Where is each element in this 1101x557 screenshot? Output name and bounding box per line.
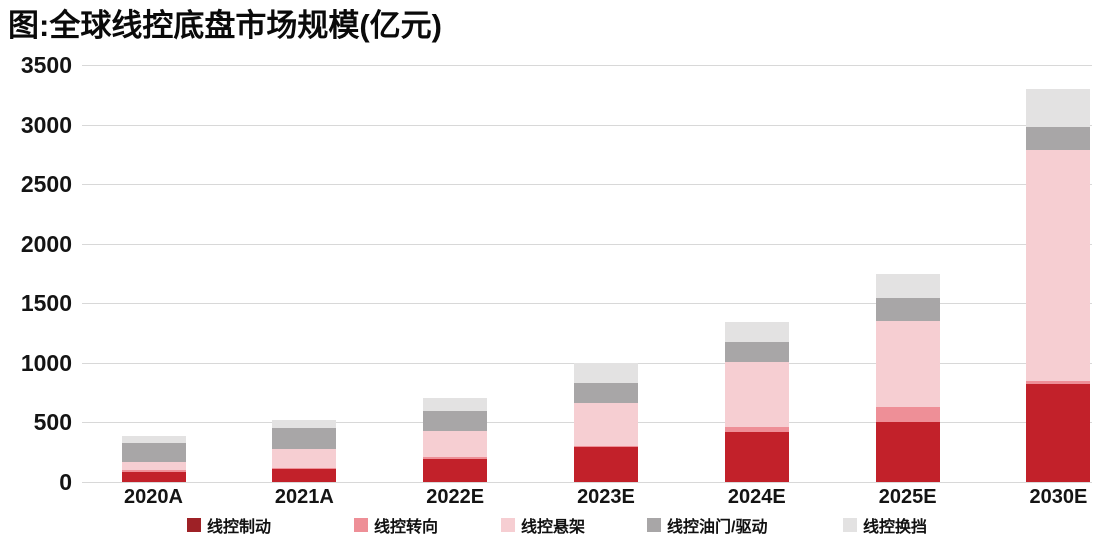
bar-segment [272, 427, 337, 450]
legend-swatch-icon [843, 518, 857, 532]
bar-segment [1026, 126, 1091, 150]
bar-segment [423, 458, 488, 482]
gridline-0 [82, 482, 1092, 483]
legend-swatch-icon [647, 518, 661, 532]
legend-label: 线控悬架 [521, 519, 586, 536]
legend-label: 线控制动 [207, 519, 272, 536]
bar-segment [272, 469, 337, 482]
bar-segment [573, 382, 638, 403]
bar-segment [875, 406, 940, 423]
y-axis-tick-label: 1000 [20, 349, 72, 376]
bar-segment [121, 470, 186, 472]
bar-segment [724, 342, 789, 363]
bar-segment [724, 362, 789, 428]
y-axis-tick-label: 2500 [20, 171, 72, 198]
bar-segment [121, 443, 186, 463]
bar-segment [724, 322, 789, 342]
bar-segment [423, 411, 488, 431]
bar-segment [272, 420, 337, 428]
bar-segment [423, 430, 488, 457]
legend-item: 线控转向 [354, 514, 438, 536]
bar-segment [875, 321, 940, 407]
legend-label: 线控换挡 [863, 519, 928, 536]
y-axis-tick-label: 0 [59, 469, 72, 495]
bar-segment [1026, 384, 1091, 482]
legend-item: 线控悬架 [501, 514, 585, 536]
y-axis-tick-label: 1500 [20, 290, 72, 317]
legend-item: 线控制动 [187, 514, 271, 536]
bar-segment [272, 449, 337, 468]
legend-swatch-icon [501, 518, 515, 532]
gridline-1500 [82, 303, 1092, 305]
bar-segment [573, 445, 638, 448]
gridline-3500 [82, 65, 1092, 66]
legend-label: 线控油门/驱动 [667, 519, 768, 536]
x-axis-tick-label: 2021A [274, 486, 334, 508]
bar-segment [724, 431, 789, 482]
chart-title: 图:全球线控底盘市场规模(亿元) [8, 8, 442, 43]
bar-segment [573, 402, 638, 446]
bar-segment [272, 467, 337, 470]
legend-label: 线控转向 [374, 519, 439, 536]
bar-segment [423, 398, 488, 412]
bar-segment [875, 297, 940, 322]
bar-segment [724, 427, 789, 432]
bar-segment [121, 471, 186, 482]
bar-segment [573, 447, 638, 482]
x-axis-tick-label: 2030E [1029, 486, 1088, 508]
legend-item: 线控换挡 [843, 514, 927, 536]
bar-segment [121, 462, 186, 471]
y-axis-tick-label: 2000 [20, 230, 72, 257]
x-axis-tick-label: 2020A [124, 486, 183, 508]
bar-segment [121, 436, 186, 444]
bar-segment [1026, 88, 1091, 127]
y-axis-tick-label: 3500 [20, 52, 72, 78]
bar-segment [423, 456, 488, 459]
bar-segment [875, 422, 940, 482]
y-axis-tick-label: 500 [33, 409, 72, 436]
gridline-3000 [82, 124, 1092, 126]
gridline-2500 [82, 184, 1092, 186]
gridline-2000 [82, 243, 1092, 245]
bar-segment [875, 273, 940, 298]
bar-segment [573, 362, 638, 383]
bar-segment [1026, 149, 1091, 381]
x-axis-tick-label: 2022E [426, 486, 485, 508]
x-axis-tick-label: 2024E [727, 486, 786, 508]
legend-swatch-icon [187, 518, 201, 532]
legend-item: 线控油门/驱动 [647, 514, 767, 536]
x-axis-tick-label: 2023E [577, 486, 635, 508]
x-axis-tick-label: 2025E [878, 486, 937, 508]
legend-swatch-icon [354, 518, 368, 532]
bar-segment [1026, 380, 1091, 385]
y-axis-tick-label: 3000 [20, 111, 72, 138]
